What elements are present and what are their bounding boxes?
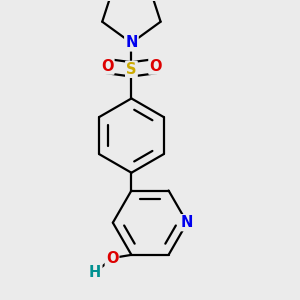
Text: H: H <box>89 265 101 280</box>
Text: O: O <box>149 58 162 74</box>
Text: O: O <box>106 250 118 266</box>
Text: S: S <box>126 62 137 77</box>
Text: O: O <box>101 58 113 74</box>
Text: N: N <box>125 35 138 50</box>
Text: N: N <box>181 215 193 230</box>
